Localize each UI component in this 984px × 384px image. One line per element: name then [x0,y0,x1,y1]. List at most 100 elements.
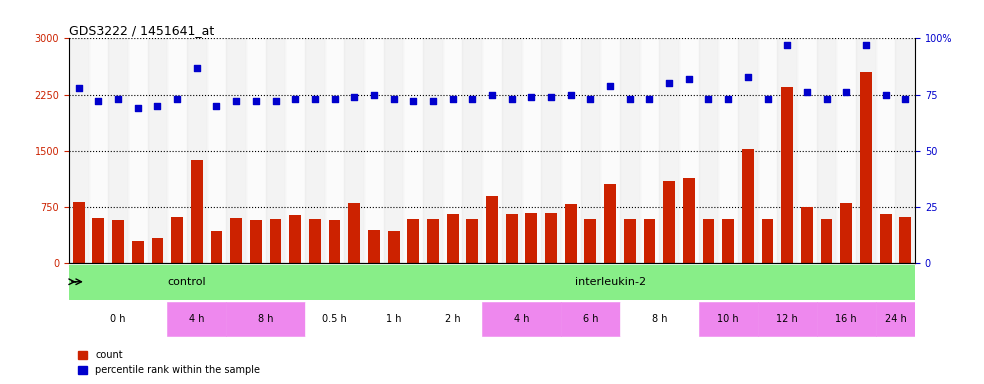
Bar [856,38,876,263]
Point [366,91,382,98]
Text: GDS3222 / 1451641_at: GDS3222 / 1451641_at [69,24,215,37]
Bar [270,219,281,263]
Bar [758,38,777,263]
FancyBboxPatch shape [305,302,364,336]
FancyBboxPatch shape [620,302,699,336]
Bar [246,38,266,263]
Text: 1 h: 1 h [386,314,401,324]
Bar [364,38,384,263]
Bar [423,38,443,263]
Bar [722,219,734,263]
Bar [187,38,207,263]
Point [189,65,205,71]
Bar [211,231,222,263]
Bar [525,213,537,263]
Bar [69,38,89,263]
Point [71,85,87,91]
Text: 16 h: 16 h [835,314,857,324]
Point [287,96,303,102]
Bar [466,219,478,263]
Bar [762,219,773,263]
Bar [640,38,659,263]
Bar [502,38,522,263]
Bar [92,218,104,263]
Bar [171,217,183,263]
Bar [860,72,872,263]
Bar [132,241,144,263]
Bar [840,203,852,263]
Point [543,94,559,100]
Point [799,89,815,95]
FancyBboxPatch shape [482,302,561,336]
Text: interleukin-2: interleukin-2 [575,277,646,287]
Text: 8 h: 8 h [651,314,667,324]
Bar [309,219,321,263]
Bar [285,38,305,263]
Point [405,98,421,104]
Bar [699,38,718,263]
Bar [604,184,616,263]
Bar [112,220,124,263]
Point [779,42,795,48]
FancyBboxPatch shape [305,265,915,299]
Point [464,96,480,102]
Bar [486,195,498,263]
Bar [443,38,462,263]
Text: 6 h: 6 h [583,314,598,324]
Bar [876,38,895,263]
Bar [797,38,817,263]
Bar [880,214,892,263]
Bar [738,38,758,263]
Point [760,96,775,102]
Text: 4 h: 4 h [514,314,529,324]
Point [268,98,283,104]
Bar [226,38,246,263]
Bar [73,202,85,263]
Point [504,96,520,102]
Bar [289,215,301,263]
Bar [663,181,675,263]
Bar [266,38,285,263]
Point [838,89,854,95]
Bar [801,207,813,263]
Point [858,42,874,48]
Bar [388,231,400,263]
Point [740,73,756,79]
Bar [128,38,148,263]
Point [228,98,244,104]
Text: 2 h: 2 h [445,314,461,324]
Bar [624,219,636,263]
Point [150,103,165,109]
Text: 8 h: 8 h [258,314,274,324]
FancyBboxPatch shape [876,302,915,336]
FancyBboxPatch shape [226,302,305,336]
FancyBboxPatch shape [69,265,305,299]
Bar [250,220,262,263]
FancyBboxPatch shape [561,302,620,336]
Bar [817,38,836,263]
Bar [407,219,419,263]
Point [484,91,500,98]
Bar [679,38,699,263]
Bar [777,38,797,263]
Point [878,91,893,98]
Bar [565,204,577,263]
Point [602,83,618,89]
Point [425,98,441,104]
FancyBboxPatch shape [699,302,758,336]
Bar [447,214,459,263]
Text: 10 h: 10 h [717,314,739,324]
Point [445,96,461,102]
Point [248,98,264,104]
Bar [482,38,502,263]
Bar [683,179,695,263]
Bar [368,230,380,263]
Bar [522,38,541,263]
Point [701,96,716,102]
Bar [895,38,915,263]
Bar [600,38,620,263]
Bar [703,219,714,263]
Point [642,96,657,102]
Point [819,96,834,102]
Bar [659,38,679,263]
